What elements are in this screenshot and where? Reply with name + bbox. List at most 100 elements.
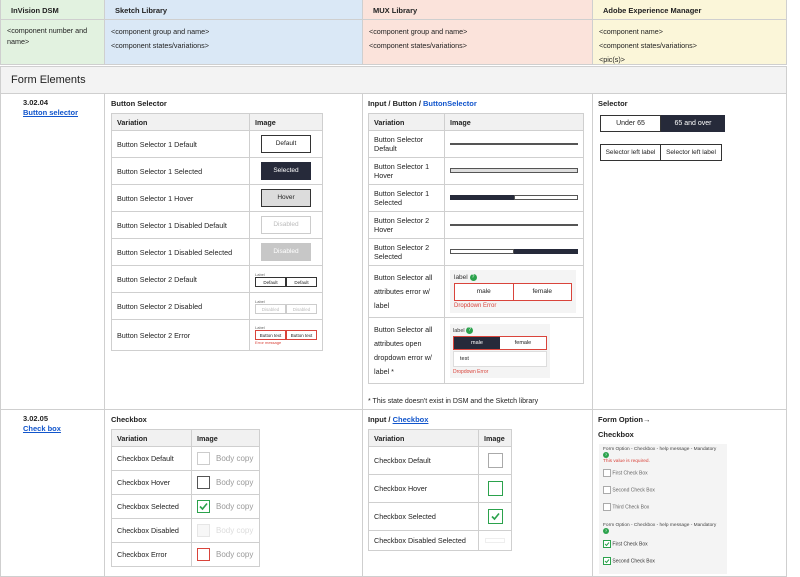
aem-cb-second-checked[interactable]: Second Check Box bbox=[603, 556, 723, 565]
mini-pair-disabled: Disabled Disabled bbox=[255, 303, 317, 314]
variation-cell: Checkbox Hover bbox=[111, 470, 192, 495]
component-cell-checkbox: 3.02.05 Check box bbox=[0, 410, 105, 577]
variation-cell: Checkbox Disabled bbox=[111, 518, 192, 543]
aem-left-label-selector: Selector left label Selector left label bbox=[600, 144, 722, 161]
checkbox-sample bbox=[197, 476, 210, 489]
aem-cb-third[interactable]: Third Check Box bbox=[603, 503, 723, 512]
sketch-checkbox-table: Variation Image Checkbox Default Body copy… bbox=[111, 429, 260, 567]
aem-cb-first-checked[interactable]: First Check Box bbox=[603, 539, 723, 548]
aem-group1-title: Form Option - Checkbox - help message - … bbox=[603, 447, 717, 458]
subheader-sketch: <component group and name> <component sta… bbox=[105, 20, 363, 65]
checkmark-icon bbox=[197, 500, 210, 513]
help-icon: ? bbox=[466, 326, 474, 334]
variation-cell: Button Selector 1 Default bbox=[111, 130, 250, 158]
mini-label: Label bbox=[255, 271, 265, 277]
variation-cell: Button Selector 2 Disabled bbox=[111, 292, 250, 320]
button-hover-sample: Hover bbox=[261, 189, 311, 207]
left-label-option-2[interactable]: Selector left label bbox=[661, 144, 722, 161]
button-selected-sample: Selected bbox=[261, 162, 311, 180]
variation-cell: Button Selector Default bbox=[368, 130, 445, 158]
sketch-button-table: Variation Image Button Selector 1 Default… bbox=[111, 113, 323, 351]
variation-cell: Button Selector all attributes error w/ … bbox=[368, 265, 445, 318]
header-aem: Adobe Experience Manager bbox=[593, 0, 787, 20]
mux-strip-2-hover bbox=[450, 218, 578, 232]
aem-cb-first[interactable]: First Check Box bbox=[603, 469, 723, 478]
variation-cell: Button Selector all attributes open drop… bbox=[368, 317, 445, 384]
variation-header: Variation bbox=[368, 113, 445, 131]
aem-checkbox-title: Checkbox bbox=[598, 430, 634, 439]
mux-strip-default bbox=[450, 137, 578, 151]
mini-label: Label bbox=[255, 298, 265, 304]
mux-buttonselector-link[interactable]: ButtonSelector bbox=[422, 99, 477, 108]
mux-strip-2-selected bbox=[450, 245, 578, 259]
mini-label: Label bbox=[255, 325, 265, 330]
component-number: 3.02.04 bbox=[23, 98, 49, 107]
mux-checkbox-link[interactable]: Checkbox bbox=[392, 415, 429, 424]
variation-cell: Button Selector 1 Selected bbox=[111, 157, 250, 185]
aem-form-option-title: Form Option→ bbox=[598, 415, 651, 424]
subheader-mux: <component group and name> <component sta… bbox=[363, 20, 593, 65]
help-icon: ? bbox=[603, 452, 609, 458]
variation-cell: Checkbox Selected bbox=[111, 494, 192, 519]
image-header: Image bbox=[478, 429, 512, 447]
mux-checkbox-title: Input / Checkbox bbox=[368, 415, 429, 424]
checkmark-icon bbox=[487, 509, 503, 524]
button-selector-link[interactable]: Button selector bbox=[23, 108, 79, 117]
left-label-option-1[interactable]: Selector left label bbox=[600, 144, 661, 161]
mini-pair-default: Default Default bbox=[255, 276, 317, 287]
component-cell-button-selector: 3.02.04 Button selector bbox=[0, 94, 105, 410]
variation-cell: Checkbox Default bbox=[368, 446, 479, 475]
section-title: Form Elements bbox=[0, 66, 787, 94]
checkbox-sample bbox=[487, 481, 503, 496]
variation-cell: Checkbox Selected bbox=[368, 502, 479, 531]
image-header: Image bbox=[444, 113, 584, 131]
mux-footnote: * This state doesn't exist in DSM and th… bbox=[368, 398, 539, 405]
variation-cell: Button Selector 1 Hover bbox=[368, 157, 445, 185]
sketch-checkbox-title: Checkbox bbox=[111, 415, 147, 424]
variation-cell: Checkbox Default bbox=[111, 446, 192, 471]
aem-cb-second[interactable]: Second Check Box bbox=[603, 486, 723, 495]
variation-cell: Checkbox Disabled Selected bbox=[368, 530, 479, 551]
mux-strip-hover bbox=[450, 164, 578, 178]
mux-error-sample: label ? male female Dropdown Error bbox=[450, 269, 576, 314]
check-box-link[interactable]: Check box bbox=[23, 424, 61, 433]
checkbox-sample bbox=[197, 452, 210, 465]
checkbox-sample bbox=[487, 453, 503, 468]
variation-header: Variation bbox=[111, 429, 192, 447]
checkbox-sample bbox=[197, 524, 210, 537]
image-header: Image bbox=[191, 429, 260, 447]
checkbox-disabled-sample bbox=[485, 538, 505, 543]
subheader-invision: <component number and name> bbox=[0, 20, 105, 65]
mux-dropdown-sample: label ? male female test Dropdown Error bbox=[450, 323, 550, 378]
help-icon: ? bbox=[603, 528, 609, 535]
variation-cell: Button Selector 2 Selected bbox=[368, 238, 445, 266]
help-icon: ? bbox=[469, 273, 477, 281]
mux-checkbox-table: Variation Image Checkbox Default Checkbox… bbox=[368, 429, 512, 551]
variation-cell: Button Selector 2 Error bbox=[111, 319, 250, 351]
variation-cell: Button Selector 1 Selected bbox=[368, 184, 445, 212]
button-disabled-selected-sample: Disabled bbox=[261, 243, 311, 261]
variation-cell: Checkbox Hover bbox=[368, 474, 479, 503]
variation-header: Variation bbox=[368, 429, 479, 447]
mux-button-cell bbox=[363, 94, 593, 410]
header-sketch: Sketch Library bbox=[105, 0, 363, 20]
button-disabled-sample: Disabled bbox=[261, 216, 311, 234]
variation-cell: Button Selector 1 Hover bbox=[111, 184, 250, 212]
variation-cell: Button Selector 2 Hover bbox=[368, 211, 445, 239]
header-invision: InVision DSM bbox=[0, 0, 105, 20]
variation-cell: Button Selector 2 Default bbox=[111, 265, 250, 293]
variation-cell: Checkbox Error bbox=[111, 542, 192, 567]
checkbox-sample bbox=[197, 548, 210, 561]
over-65-option[interactable]: 65 and over bbox=[661, 115, 725, 132]
aem-required-msg: This value is required. bbox=[603, 459, 650, 465]
sketch-button-title: Button Selector bbox=[111, 99, 167, 108]
aem-selector-title: Selector bbox=[598, 99, 628, 108]
aem-age-selector: Under 65 65 and over bbox=[600, 115, 725, 132]
under-65-option[interactable]: Under 65 bbox=[600, 115, 661, 132]
header-mux: MUX Library bbox=[363, 0, 593, 20]
aem-button-cell bbox=[593, 94, 787, 410]
sketch-button-cell bbox=[105, 94, 363, 410]
image-header: Image bbox=[249, 113, 323, 131]
variation-cell: Button Selector 1 Disabled Selected bbox=[111, 238, 250, 266]
mux-button-title: Input / Button / ButtonSelector bbox=[368, 99, 477, 108]
